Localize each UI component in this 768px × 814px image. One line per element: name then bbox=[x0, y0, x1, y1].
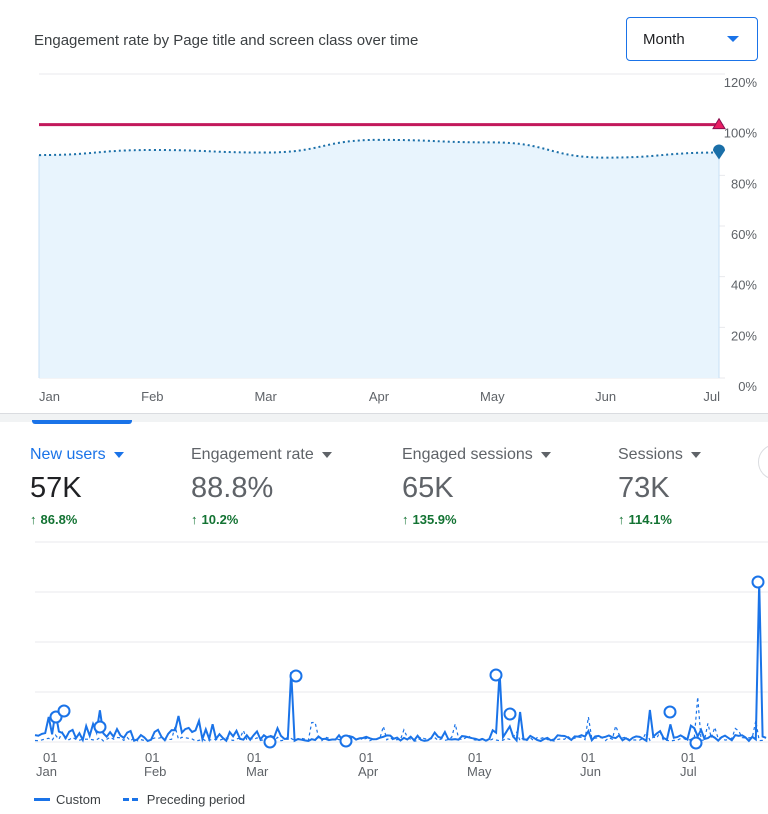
y-tick-label: 20% bbox=[731, 328, 757, 343]
anomaly-marker bbox=[93, 720, 107, 734]
granularity-selected: Month bbox=[643, 30, 685, 48]
legend-item-custom[interactable]: Custom bbox=[56, 792, 101, 807]
metric-delta: 135.9% bbox=[412, 512, 457, 527]
metric-value: 73K bbox=[618, 472, 670, 504]
legend-item-preceding[interactable]: Preceding period bbox=[146, 792, 246, 807]
metric-tab-new-users[interactable]: New users 57K ↑ 86.8% bbox=[30, 446, 124, 527]
metric-label: Engaged sessions bbox=[402, 446, 533, 463]
legend-swatch-solid bbox=[34, 798, 50, 801]
series-end-marker bbox=[713, 144, 725, 160]
x-tick-label: Jun bbox=[595, 389, 616, 404]
arrow-up-icon: ↑ bbox=[191, 512, 198, 527]
metric-value: 65K bbox=[402, 472, 454, 504]
chart-legend: Custom Preceding period bbox=[34, 792, 245, 807]
caret-down-icon bbox=[690, 452, 701, 458]
metric-label: Engagement rate bbox=[191, 446, 314, 463]
chart-title: Engagement rate by Page title and screen… bbox=[34, 32, 419, 49]
metric-label: New users bbox=[30, 446, 106, 463]
x-tick-label: Jan bbox=[39, 389, 60, 404]
engagement-rate-card: Engagement rate by Page title and screen… bbox=[0, 0, 768, 414]
metric-value: 88.8% bbox=[191, 472, 274, 504]
metric-delta: 114.1% bbox=[628, 512, 672, 527]
anomaly-marker bbox=[689, 736, 703, 750]
x-tick-label: Mar bbox=[254, 389, 277, 404]
anomaly-marker bbox=[289, 669, 303, 683]
y-tick-label: 0% bbox=[738, 379, 757, 394]
series-line-preceding bbox=[34, 696, 767, 742]
caret-down-icon bbox=[540, 452, 551, 458]
metric-tab-engagement-rate[interactable]: Engagement rate 88.8% ↑ 10.2% bbox=[191, 446, 332, 527]
x-tick-label: Apr bbox=[369, 389, 390, 404]
engagement-rate-chart: 0% 20% 40% 60% 80% 100% 120% Jan Feb Mar Apr May Jun… bbox=[38, 73, 758, 404]
series-area bbox=[39, 139, 719, 378]
anomaly-marker bbox=[57, 704, 71, 718]
x-tick-month: Jan bbox=[36, 764, 57, 779]
metric-label: Sessions bbox=[618, 446, 683, 463]
y-tick-label: 40% bbox=[731, 278, 757, 293]
caret-down-icon bbox=[321, 452, 332, 458]
chevron-down-icon bbox=[727, 36, 739, 42]
x-tick-month: Feb bbox=[144, 764, 166, 779]
x-tick-day: 01 bbox=[247, 750, 261, 765]
y-tick-label: 100% bbox=[724, 126, 758, 141]
metric-tab-engaged-sessions[interactable]: Engaged sessions 65K ↑ 135.9% bbox=[402, 446, 551, 527]
metric-delta: 86.8% bbox=[40, 512, 78, 527]
anomaly-marker bbox=[751, 575, 765, 589]
benchmark-end-marker bbox=[712, 117, 726, 130]
series-line-engagement bbox=[38, 138, 720, 159]
x-tick-month: Jun bbox=[580, 764, 601, 779]
metric-tab-sessions[interactable]: Sessions 73K ↑ 114.1% bbox=[618, 446, 701, 527]
x-tick-day: 01 bbox=[359, 750, 373, 765]
anomaly-marker bbox=[339, 734, 353, 748]
caret-down-icon bbox=[113, 452, 124, 458]
arrow-up-icon: ↑ bbox=[30, 512, 37, 527]
y-tick-label: 120% bbox=[724, 75, 758, 90]
series-line-custom bbox=[34, 581, 767, 743]
x-tick-day: 01 bbox=[681, 750, 695, 765]
x-tick-label: Feb bbox=[141, 389, 163, 404]
x-tick-month: Jul bbox=[680, 764, 697, 779]
x-tick-label: May bbox=[480, 389, 505, 404]
arrow-up-icon: ↑ bbox=[402, 512, 409, 527]
active-tab-indicator bbox=[32, 420, 132, 424]
anomaly-marker bbox=[263, 735, 277, 749]
x-tick-month: May bbox=[467, 764, 492, 779]
metrics-card: New users 57K ↑ 86.8% Engagement rate 88.… bbox=[0, 420, 768, 814]
x-tick-month: Apr bbox=[358, 764, 379, 779]
metric-value: 57K bbox=[30, 472, 82, 504]
x-tick-day: 01 bbox=[468, 750, 482, 765]
x-tick-month: Mar bbox=[246, 764, 269, 779]
x-tick-day: 01 bbox=[581, 750, 595, 765]
anomaly-marker bbox=[663, 705, 677, 719]
anomaly-marker bbox=[489, 668, 503, 682]
granularity-dropdown[interactable]: Month bbox=[626, 17, 758, 61]
arrow-up-icon: ↑ bbox=[618, 512, 625, 527]
x-tick-day: 01 bbox=[43, 750, 57, 765]
anomaly-marker bbox=[503, 707, 517, 721]
x-tick-label: Jul bbox=[703, 389, 720, 404]
y-tick-label: 80% bbox=[731, 176, 757, 191]
y-tick-label: 60% bbox=[731, 227, 757, 242]
x-tick-day: 01 bbox=[145, 750, 159, 765]
legend-swatch-dashed bbox=[122, 798, 141, 801]
metric-delta: 10.2% bbox=[201, 512, 239, 527]
